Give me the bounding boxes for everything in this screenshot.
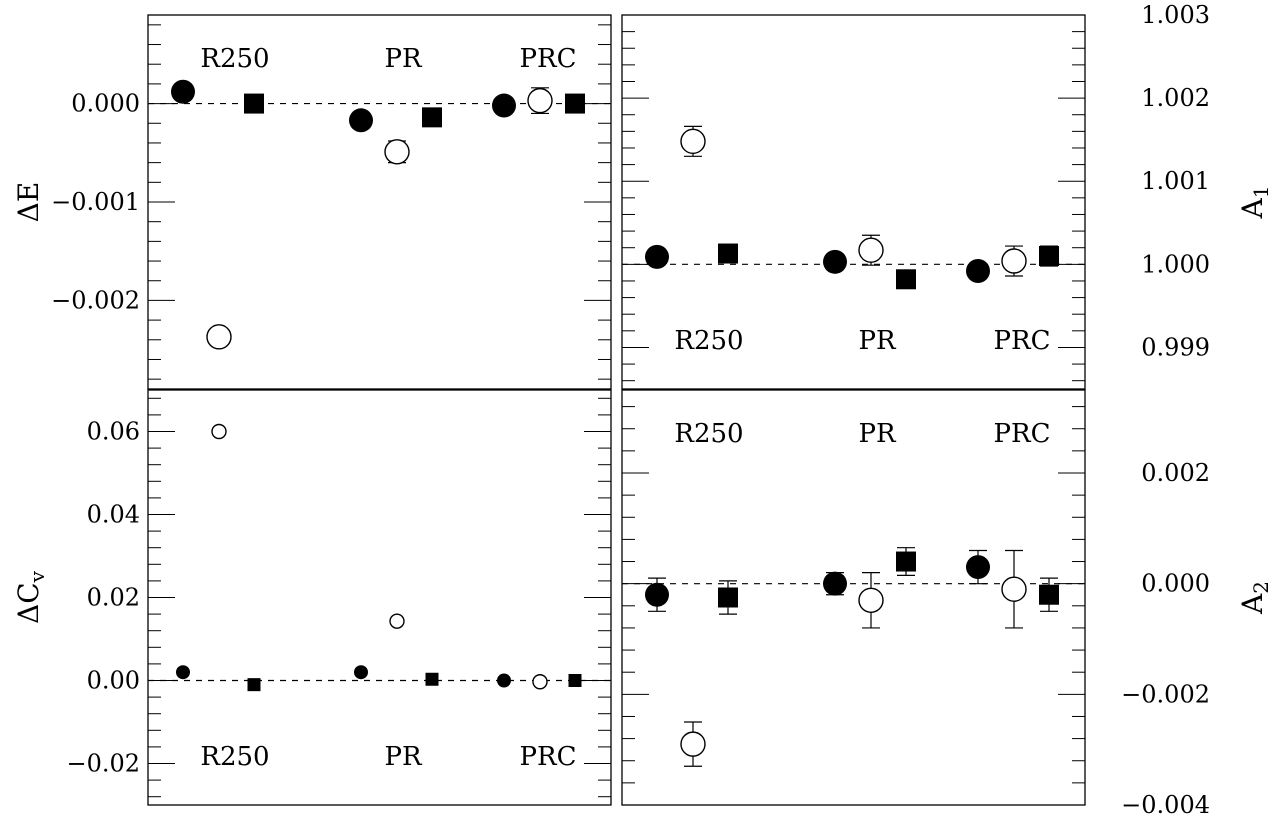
y-tick-label: −0.002 [51,286,140,314]
y-tick-label: 0.999 [1141,333,1210,361]
data-point-open-circle [211,423,227,440]
data-point-open-circle [532,674,548,690]
plot-frame [621,14,1086,390]
y-tick-label: −0.004 [1121,791,1210,819]
data-point-filled-circle [823,571,847,596]
y-tick-label: −0.001 [51,188,140,216]
group-label-prc: PRC [994,326,1051,356]
panel-top-right: 1.003 1.002 1.001 1.000 0.999 A1 R250 PR PRC [621,1,1273,390]
data-point-filled-square [718,243,738,264]
y-axis-title-base: ΔC [12,582,45,624]
data-point-open-circle [389,613,405,629]
data-point-filled-circle [645,582,669,607]
data-point-filled-square [896,269,916,290]
y-axis-title: A2 [1236,581,1273,615]
data-point-filled-square [565,93,585,114]
data-point-filled-circle [497,673,511,688]
y-tick-label: 0.06 [87,418,140,446]
group-label-pr: PR [384,742,422,772]
y-axis-title-subscript: 1 [1249,186,1273,199]
data-point-filled-square [1039,246,1059,267]
y-axis-title-base: A [1236,197,1269,219]
data-point-open-circle [206,324,232,350]
group-label-prc: PRC [520,44,577,74]
data-point-open-circle [858,587,884,613]
group-label-pr: PR [858,326,896,356]
group-label-prc: PRC [994,419,1051,449]
panel-bottom-left: 0.06 0.04 0.02 0.00 −0.02 ΔCv R250 PR PRC [12,389,612,806]
y-tick-label: 0.02 [87,584,140,612]
data-point-open-circle [1001,576,1027,602]
group-label-r250: R250 [200,44,269,74]
y-axis-title-subscript: v [25,570,49,583]
y-tick-label: 1.003 [1141,1,1210,29]
data-point-filled-circle [349,108,373,133]
data-point-filled-circle [645,244,669,269]
data-point-filled-circle [171,79,195,104]
y-tick-label: 1.000 [1141,250,1210,278]
group-label-pr: PR [858,419,896,449]
data-point-filled-circle [176,665,190,680]
y-tick-label: −0.002 [1121,680,1210,708]
data-point-filled-circle [492,93,516,118]
data-point-filled-square [247,678,261,692]
data-point-open-circle [858,237,884,263]
data-point-open-circle [1001,248,1027,274]
group-label-pr: PR [384,44,422,74]
y-tick-label: 1.001 [1141,167,1210,195]
y-tick-label: 0.002 [1141,459,1210,487]
data-point-filled-square [896,551,916,572]
y-axis-title-base: A [1236,593,1269,615]
y-tick-label: 0.000 [1141,570,1210,598]
y-axis-title: ΔE [12,182,45,223]
data-point-filled-square [425,672,439,686]
data-point-filled-circle [966,555,990,580]
panel-bottom-right: 0.002 0.000 −0.002 −0.004 A2 R250 PR PRC [621,389,1273,819]
data-point-filled-square [568,674,582,687]
group-label-prc: PRC [520,742,577,772]
y-tick-label: 0.04 [87,501,140,529]
data-point-filled-circle [354,665,368,680]
group-label-r250: R250 [674,419,743,449]
data-point-filled-square [1039,584,1059,605]
y-tick-label: 1.002 [1141,84,1210,112]
data-point-filled-square [244,93,264,114]
y-tick-label: 0.000 [71,90,140,118]
y-tick-label: −0.02 [66,750,140,778]
group-label-r250: R250 [200,742,269,772]
data-point-filled-square [422,107,442,128]
y-axis-title-subscript: 2 [1249,581,1273,594]
y-tick-label: 0.00 [87,667,140,695]
data-point-filled-square [718,587,738,608]
y-axis-title: ΔCv [12,570,49,624]
data-point-open-circle [384,139,410,165]
plot-frame [621,389,1086,806]
data-point-open-circle [680,128,706,155]
data-point-filled-circle [966,258,990,283]
data-point-open-circle [680,731,706,757]
data-point-filled-circle [823,249,847,274]
data-point-open-circle [527,87,553,114]
y-axis-title: A1 [1236,186,1273,220]
panel-top-left: 0.000 −0.001 −0.002 ΔE R250 PR PRC [12,14,612,390]
group-label-r250: R250 [674,326,743,356]
